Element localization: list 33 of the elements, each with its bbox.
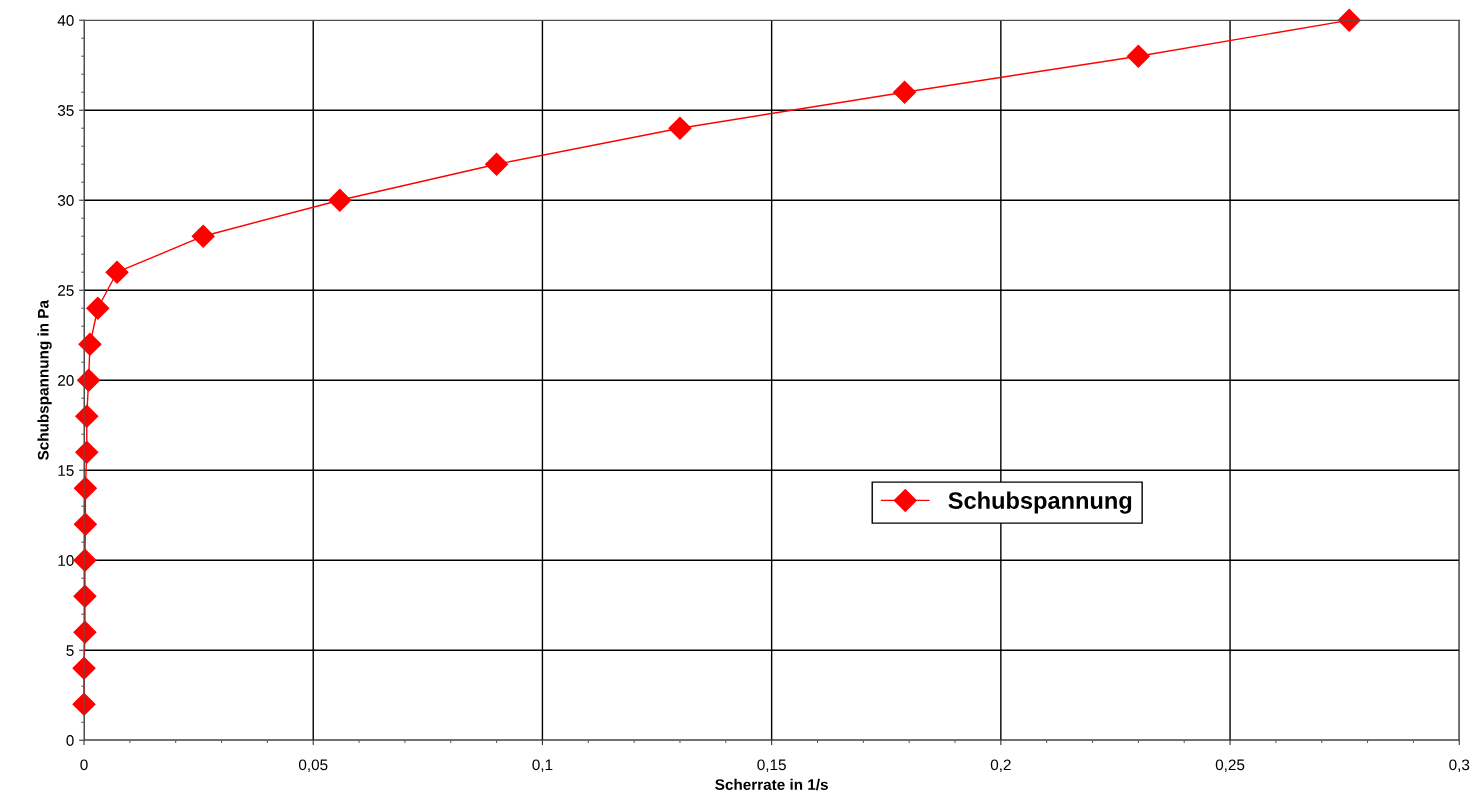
point <box>105 260 129 284</box>
point <box>86 296 110 320</box>
x-tick-label: 0,1 <box>532 759 553 773</box>
y-tick-label: 15 <box>58 465 74 476</box>
point <box>72 692 96 716</box>
point <box>485 152 509 176</box>
point <box>191 224 215 248</box>
y-tick-label: 25 <box>58 285 74 296</box>
point <box>668 116 692 140</box>
point <box>893 80 917 104</box>
x-tick-label: 0,2 <box>990 759 1011 773</box>
x-axis-title: Scherrate in 1/s <box>715 778 828 791</box>
y-tick-label: 10 <box>58 555 74 566</box>
y-tick-label: 35 <box>57 105 74 116</box>
point <box>78 332 102 356</box>
point <box>75 404 99 428</box>
y-tick-label: 30 <box>57 195 74 206</box>
x-tick-label: 0,25 <box>1215 759 1245 773</box>
x-tick-label: 0 <box>80 759 88 771</box>
y-tick-label: 40 <box>57 15 74 26</box>
x-tick-label: 0,3 <box>1449 759 1470 773</box>
x-tick-label: 0,05 <box>298 759 328 773</box>
y-tick-label: 5 <box>66 645 74 656</box>
y-axis-title: Schubspannung in Pa <box>37 299 52 460</box>
x-tick-label: 0,15 <box>757 759 786 773</box>
legend-label: Schubspannung <box>948 491 1132 514</box>
point <box>1126 44 1150 68</box>
point <box>75 440 99 464</box>
y-tick-label: 20 <box>58 375 74 386</box>
point <box>77 368 101 392</box>
point <box>328 188 352 212</box>
point <box>1337 8 1361 32</box>
y-tick-label: 0 <box>66 735 74 746</box>
